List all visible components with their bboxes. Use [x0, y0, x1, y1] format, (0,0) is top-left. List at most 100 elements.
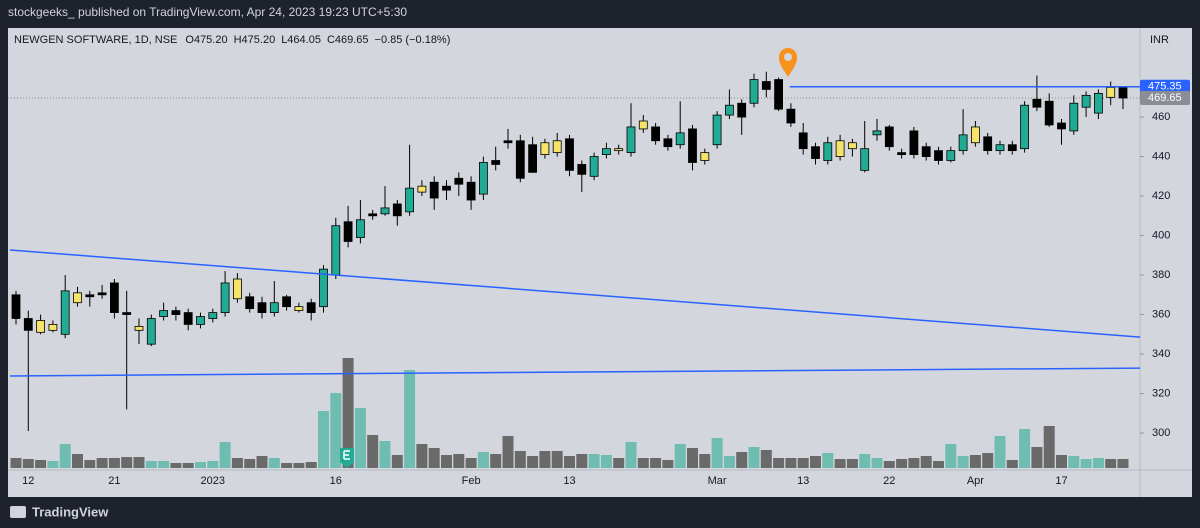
volume-bar: [441, 455, 452, 468]
brand: TradingView: [32, 504, 109, 519]
candle-body: [626, 126, 636, 154]
volume-bar: [1105, 459, 1117, 468]
volume-bar: [22, 459, 34, 468]
candle-body: [1106, 87, 1116, 98]
volume-bar: [957, 456, 969, 468]
volume-bar: [908, 458, 920, 468]
price-marker-label: 475.35: [1148, 81, 1182, 93]
volume-bar: [822, 453, 834, 468]
candle-body: [823, 142, 833, 161]
candle-body: [220, 282, 230, 313]
candle-body: [282, 296, 292, 308]
candle-body: [712, 114, 722, 146]
volume-bar: [773, 458, 785, 468]
candle-body: [774, 79, 783, 110]
candle-body: [884, 126, 894, 148]
volume-bar: [514, 451, 526, 468]
candle-body: [872, 130, 882, 136]
volume-bar: [305, 462, 317, 468]
volume-bar: [613, 458, 625, 468]
volume-bar: [416, 444, 428, 468]
volume-bar: [896, 459, 908, 468]
volume-bar: [231, 458, 243, 468]
volume-bar: [354, 408, 366, 468]
volume-bar: [1092, 458, 1104, 468]
volume-bar: [367, 435, 379, 468]
volume-bar: [428, 448, 440, 468]
price-marker-label: 469.65: [1148, 92, 1182, 104]
chart-background: [8, 28, 1192, 497]
volume-bar: [576, 454, 588, 468]
candle-body: [306, 302, 316, 313]
candle-body: [811, 146, 820, 159]
legend-symbol: NEWGEN SOFTWARE, 1D, NSE: [14, 34, 177, 46]
candle-body: [528, 144, 537, 173]
earnings-marker: [340, 448, 354, 468]
candle-body: [761, 81, 771, 90]
volume-bar: [158, 461, 170, 468]
y-tick-label: 400: [1152, 229, 1170, 241]
candle-body: [921, 146, 931, 157]
candle-body: [85, 294, 95, 298]
volume-bar: [182, 463, 194, 468]
volume-bar: [871, 458, 883, 468]
candle-body: [1118, 86, 1128, 99]
volume-bar: [96, 458, 108, 468]
candle-body: [60, 290, 70, 335]
x-tick-label: 13: [563, 475, 575, 487]
volume-bar: [293, 463, 305, 468]
candle-body: [159, 310, 169, 317]
candle-body: [478, 162, 488, 195]
candle-body: [466, 181, 476, 201]
y-tick-label: 300: [1152, 427, 1170, 439]
legend-value: H475.20: [234, 34, 276, 46]
volume-bar: [588, 454, 600, 468]
volume-bar: [662, 460, 674, 468]
candle-body: [48, 324, 58, 331]
volume-bar: [1043, 426, 1055, 468]
candle-body: [245, 296, 255, 310]
candle-body: [700, 152, 710, 161]
candle-body: [331, 225, 341, 276]
volume-bar: [477, 452, 489, 468]
volume-bar: [244, 459, 256, 468]
candle-body: [638, 120, 648, 130]
volume-bar: [256, 456, 268, 468]
volume-bar: [108, 458, 120, 468]
candle-body: [688, 128, 697, 163]
volume-bar: [625, 442, 637, 468]
volume-bar: [379, 441, 391, 468]
legend-value: L464.05: [281, 34, 321, 46]
volume-bar: [933, 461, 944, 468]
candle-body: [146, 318, 156, 345]
volume-bar: [736, 452, 748, 468]
candle-body: [675, 132, 685, 146]
x-tick-label: Feb: [462, 475, 481, 487]
candle-body: [355, 219, 365, 238]
legend-value: C469.65: [327, 34, 369, 46]
volume-bar: [170, 463, 182, 468]
legend-value: O475.20: [185, 34, 227, 46]
x-tick-label: 12: [22, 475, 34, 487]
candle-body: [196, 316, 205, 325]
candle-body: [515, 140, 525, 179]
legend-value: −0.85 (−0.18%): [375, 34, 451, 46]
candle-body: [343, 221, 353, 242]
candle-body: [405, 187, 415, 213]
volume-bar: [600, 455, 612, 468]
candle-body: [73, 292, 82, 304]
candle-body: [737, 102, 747, 118]
price-marker: [1140, 79, 1190, 94]
candle-body: [848, 142, 857, 150]
y-tick-label: 340: [1152, 348, 1170, 360]
candle-body: [208, 312, 218, 319]
y-tick-label: 460: [1152, 111, 1170, 123]
y-tick-label: 320: [1152, 387, 1170, 399]
volume-bar: [195, 462, 206, 468]
candle-body: [97, 292, 107, 296]
candle-body: [971, 126, 980, 144]
volume-bar: [1117, 459, 1129, 468]
candle-body: [602, 148, 611, 155]
candle-body: [380, 207, 390, 215]
candle-body: [171, 310, 181, 315]
